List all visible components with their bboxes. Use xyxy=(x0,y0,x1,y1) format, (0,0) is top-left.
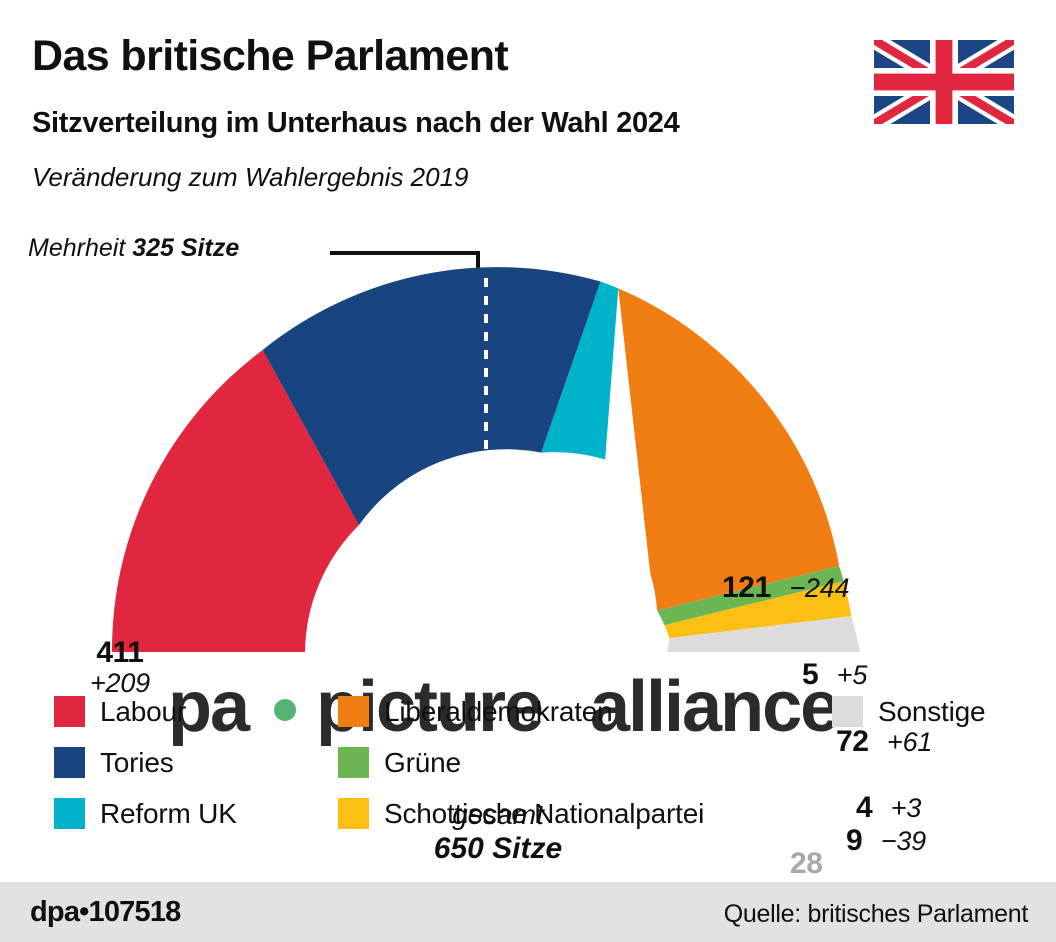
legend-item-gruene[interactable]: Grüne xyxy=(338,737,704,788)
legend-swatch-labour xyxy=(54,696,85,727)
seat-label-labour: 411 +209 xyxy=(60,636,180,699)
legend-item-liberaldemokraten[interactable]: Liberaldemokraten xyxy=(338,686,704,737)
legend-item-tories[interactable]: Tories xyxy=(54,737,237,788)
seat-label-gruene: 4 +3 xyxy=(856,791,922,824)
footer: dpa•107518 Quelle: britisches Parlament xyxy=(0,880,1056,942)
half-donut-chart xyxy=(111,267,860,652)
donut-segments xyxy=(111,267,860,652)
seat-label-reform-uk: 5 +5 xyxy=(802,658,868,691)
legend-item-snp[interactable]: Schottische Nationalpartei xyxy=(338,788,704,839)
legend-column-3: Sonstige xyxy=(832,686,986,737)
segment-liberaldemokraten xyxy=(618,288,840,611)
legend-item-sonstige[interactable]: Sonstige xyxy=(832,686,986,737)
legend-label-snp: Schottische Nationalpartei xyxy=(384,797,705,829)
seat-label-snp: 9 −39 xyxy=(846,824,926,857)
seat-count-sonstige: 28 xyxy=(790,847,823,880)
legend-swatch-gruene xyxy=(338,747,369,778)
page-standfirst: Veränderung zum Wahlergebnis 2019 xyxy=(32,162,469,192)
legend-label-tories: Tories xyxy=(100,746,174,778)
seat-count-tories: 121 xyxy=(722,571,771,604)
segment-labour xyxy=(111,350,359,652)
legend-swatch-tories xyxy=(54,747,85,778)
seat-label-liberaldemokraten: 72 +61 xyxy=(836,725,933,758)
total-seats-caption: gesamt xyxy=(452,799,544,830)
majority-value: 325 Sitze xyxy=(132,234,240,262)
majority-prefix: Mehrheit xyxy=(28,234,133,262)
seat-delta-reform-uk: +5 xyxy=(836,660,868,690)
legend: Labour Tories Reform UK Liberaldemokrate… xyxy=(0,686,1056,846)
seat-count-liberaldemokraten: 72 xyxy=(836,725,869,758)
segment-reform-uk xyxy=(541,281,619,460)
segment-gruene xyxy=(657,566,844,626)
uk-flag-icon xyxy=(874,40,1014,124)
seat-chart: pa pa picture picture alliance alliance … xyxy=(0,250,1056,880)
seat-delta-labour: +209 xyxy=(89,668,151,699)
dpa-credit: dpa•107518 xyxy=(30,896,181,928)
legend-column-1: Labour Tories Reform UK xyxy=(54,686,237,839)
seat-count-snp: 9 xyxy=(846,824,863,857)
total-seats-value: 650 Sitze xyxy=(433,832,563,866)
legend-item-reform-uk[interactable]: Reform UK xyxy=(54,788,237,839)
seat-count-labour: 411 xyxy=(96,636,144,669)
legend-swatch-liberaldemokraten xyxy=(338,696,369,727)
legend-column-2: Liberaldemokraten Grüne Schottische Nati… xyxy=(338,686,704,839)
page-title: Das britische Parlament xyxy=(32,32,509,80)
total-seats-label: gesamt 650 Sitze xyxy=(378,798,618,866)
legend-swatch-reform-uk xyxy=(54,798,85,829)
seat-delta-liberaldemokraten: +61 xyxy=(887,727,933,757)
segment-snp xyxy=(664,581,852,639)
legend-label-gruene: Grüne xyxy=(384,746,461,778)
page-subtitle: Sitzverteilung im Unterhaus nach der Wah… xyxy=(32,107,680,139)
legend-label-labour: Labour xyxy=(100,695,186,727)
segment-sonstige xyxy=(667,616,860,652)
seat-delta-snp: −39 xyxy=(880,826,926,856)
legend-swatch-sonstige xyxy=(832,696,863,727)
seat-count-gruene: 4 xyxy=(856,791,873,824)
seat-label-tories: 121 −244 xyxy=(722,571,850,604)
legend-label-reform-uk: Reform UK xyxy=(100,797,237,829)
legend-label-liberaldemokraten: Liberaldemokraten xyxy=(384,695,613,727)
legend-item-labour[interactable]: Labour xyxy=(54,686,237,737)
seat-count-reform-uk: 5 xyxy=(802,658,819,691)
majority-label: Mehrheit 325 Sitze xyxy=(28,234,239,263)
seat-delta-tories: −244 xyxy=(789,573,850,603)
segment-tories xyxy=(262,267,601,526)
seat-delta-gruene: +3 xyxy=(890,793,922,823)
source-note: Quelle: britisches Parlament xyxy=(723,900,1029,928)
legend-label-sonstige: Sonstige xyxy=(878,695,986,727)
legend-swatch-snp xyxy=(338,798,369,829)
